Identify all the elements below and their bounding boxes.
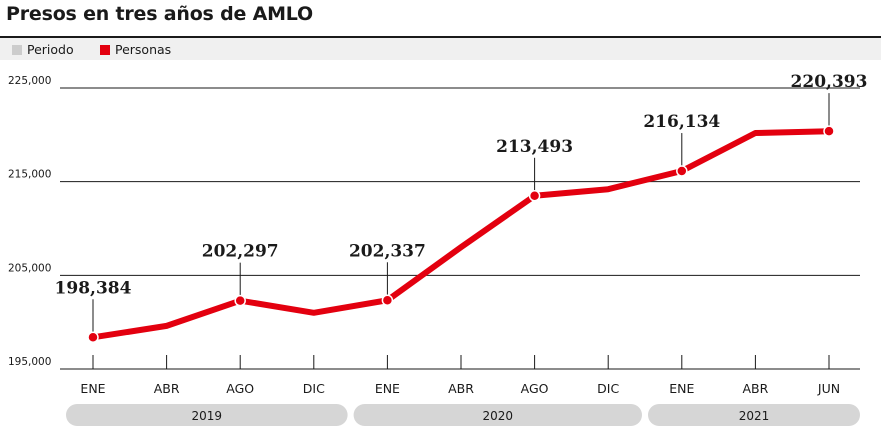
period-bar — [648, 404, 860, 426]
title-rule — [0, 36, 881, 38]
legend-item-periodo: Periodo — [12, 42, 74, 57]
x-tick-label: JUN — [817, 381, 840, 396]
legend-swatch-personas — [100, 44, 110, 55]
data-label: 216,134 — [643, 112, 720, 132]
period-label: 2021 — [739, 409, 770, 423]
period-label: 2020 — [483, 409, 514, 423]
legend-item-personas: Personas — [100, 42, 171, 57]
data-point — [528, 190, 541, 202]
x-tick-label: ABR — [742, 381, 768, 396]
data-point — [676, 165, 688, 177]
x-tick-label: ABR — [448, 381, 474, 396]
data-label: 198,384 — [55, 278, 132, 298]
x-tick-label: DIC — [597, 381, 619, 396]
data-point — [381, 294, 394, 307]
chart-title: Presos en tres años de AMLO — [6, 3, 313, 25]
x-tick-label: ENE — [669, 381, 694, 396]
x-tick-label: DIC — [303, 381, 325, 396]
series-line — [90, 128, 832, 341]
y-tick-label: 215,000 — [8, 169, 51, 181]
legend-swatch-periodo — [12, 44, 22, 55]
x-tick-label: ENE — [80, 381, 105, 396]
x-tick-label: ENE — [375, 381, 400, 396]
x-tick-label: AGO — [521, 381, 549, 396]
period-bar — [353, 404, 642, 426]
y-tick-label: 225,000 — [8, 75, 51, 87]
data-label: 202,297 — [202, 242, 279, 262]
data-label: 202,337 — [349, 241, 426, 261]
legend-label-personas: Personas — [115, 42, 172, 57]
y-tick-label: 205,000 — [8, 262, 51, 274]
data-point — [87, 331, 99, 344]
y-tick-label: 195,000 — [8, 356, 51, 368]
x-tick-label: ABR — [154, 381, 180, 396]
period-bar — [66, 404, 348, 426]
period-label: 2019 — [192, 409, 223, 423]
legend-bar: Periodo Personas — [0, 38, 881, 60]
legend-label-periodo: Periodo — [27, 42, 74, 57]
data-point — [823, 125, 835, 137]
data-label: 213,493 — [496, 137, 573, 157]
data-label: 220,393 — [791, 72, 868, 92]
x-tick-label: AGO — [226, 381, 254, 396]
data-point — [234, 294, 246, 307]
